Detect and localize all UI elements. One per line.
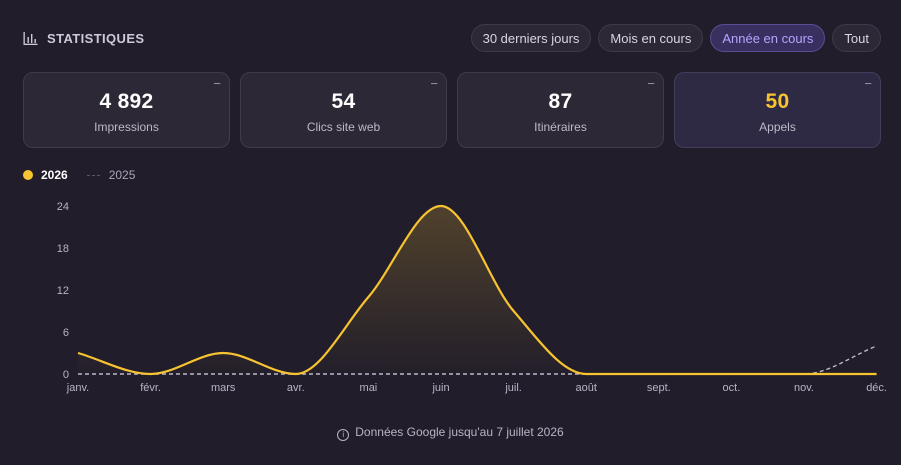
- card-calls[interactable]: 50 Appels −: [674, 72, 881, 148]
- card-website-clicks[interactable]: 54 Clics site web −: [240, 72, 447, 148]
- stat-label: Clics site web: [306, 120, 381, 134]
- legend-swatch-current: [23, 170, 33, 180]
- stat-value: 87: [548, 90, 573, 113]
- y-tick-label: 0: [63, 369, 69, 381]
- collapse-toggle[interactable]: −: [647, 76, 655, 91]
- collapse-toggle[interactable]: −: [213, 76, 221, 91]
- y-tick-label: 24: [57, 201, 69, 213]
- x-tick-label: août: [575, 382, 596, 394]
- filter-30-days[interactable]: 30 derniers jours: [470, 24, 592, 52]
- legend-swatch-previous: [86, 174, 100, 176]
- footnote-text: Données Google jusqu'au 7 juillet 2026: [355, 425, 564, 439]
- stat-value: 50: [765, 90, 790, 113]
- series-2026-line[interactable]: [77, 204, 877, 376]
- x-tick-label: sept.: [647, 382, 671, 394]
- legend-label-current[interactable]: 2026: [41, 168, 68, 182]
- card-directions[interactable]: 87 Itinéraires −: [457, 72, 664, 148]
- data-footnote: i Données Google jusqu'au 7 juillet 2026: [0, 425, 901, 441]
- stat-label: Appels: [759, 120, 796, 134]
- filter-all[interactable]: Tout: [832, 24, 881, 52]
- card-impressions[interactable]: 4 892 Impressions −: [23, 72, 230, 148]
- stat-label: Itinéraires: [534, 120, 587, 134]
- y-tick-label: 6: [63, 327, 69, 339]
- period-filter-group: 30 derniers jours Mois en cours Année en…: [470, 24, 881, 52]
- bar-chart-icon: [23, 32, 38, 45]
- series-2026-area: [78, 206, 877, 374]
- x-tick-label: oct.: [723, 382, 741, 394]
- title-group: STATISTIQUES: [23, 31, 145, 46]
- x-tick-label: déc.: [866, 382, 887, 394]
- collapse-toggle[interactable]: −: [430, 76, 438, 91]
- x-tick-label: mars: [211, 382, 236, 394]
- y-tick-label: 12: [57, 285, 69, 297]
- stat-value: 54: [331, 90, 356, 113]
- x-tick-label: juil.: [504, 382, 522, 394]
- stats-header: STATISTIQUES 30 derniers jours Mois en c…: [23, 24, 881, 54]
- y-tick-label: 18: [57, 243, 69, 255]
- collapse-toggle[interactable]: −: [864, 76, 872, 91]
- chart-legend: 2026 2025: [23, 168, 135, 182]
- x-tick-label: juin: [431, 382, 449, 394]
- filter-current-year[interactable]: Année en cours: [710, 24, 826, 52]
- page-title: STATISTIQUES: [47, 31, 145, 46]
- stat-value: 4 892: [99, 90, 154, 113]
- legend-label-previous[interactable]: 2025: [108, 168, 136, 182]
- info-icon: i: [337, 429, 350, 441]
- x-tick-label: avr.: [287, 382, 305, 394]
- stat-label: Impressions: [94, 120, 159, 134]
- line-chart: 0 6 12 18 24 janv. févr. mars avr. mai juin juil. a…: [57, 201, 887, 394]
- filter-current-month[interactable]: Mois en cours: [598, 24, 704, 52]
- stat-cards: 4 892 Impressions − 54 Clics site web − …: [23, 72, 881, 149]
- x-tick-label: nov.: [794, 382, 814, 394]
- x-tick-label: janv.: [66, 382, 89, 394]
- x-tick-label: mai: [360, 382, 378, 394]
- x-tick-label: févr.: [140, 382, 161, 394]
